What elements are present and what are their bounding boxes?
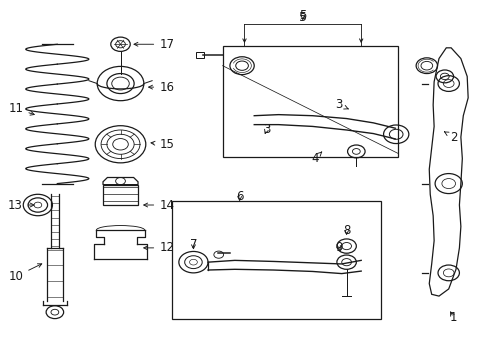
Text: 14: 14 [143, 198, 174, 212]
Text: 7: 7 [189, 238, 197, 251]
Text: 10: 10 [8, 264, 41, 283]
Text: 5: 5 [299, 9, 306, 22]
Text: 5: 5 [298, 11, 306, 24]
Bar [196, 52, 203, 58]
Bar [171, 202, 380, 319]
Text: 4: 4 [311, 152, 321, 165]
Text: 9: 9 [335, 241, 343, 255]
Text: 17: 17 [134, 38, 174, 51]
Text: 6: 6 [235, 190, 243, 203]
Text: 13: 13 [7, 198, 34, 212]
Bar [103, 185, 138, 205]
Bar [222, 46, 397, 157]
Text: 1: 1 [449, 311, 456, 324]
Text: 11: 11 [8, 102, 34, 115]
Text: 12: 12 [143, 241, 174, 255]
Text: 2: 2 [444, 131, 456, 144]
Text: 15: 15 [151, 138, 174, 151]
Text: 3: 3 [335, 99, 348, 112]
Text: 8: 8 [342, 224, 349, 237]
Text: 3: 3 [262, 123, 269, 136]
Text: 16: 16 [148, 81, 174, 94]
